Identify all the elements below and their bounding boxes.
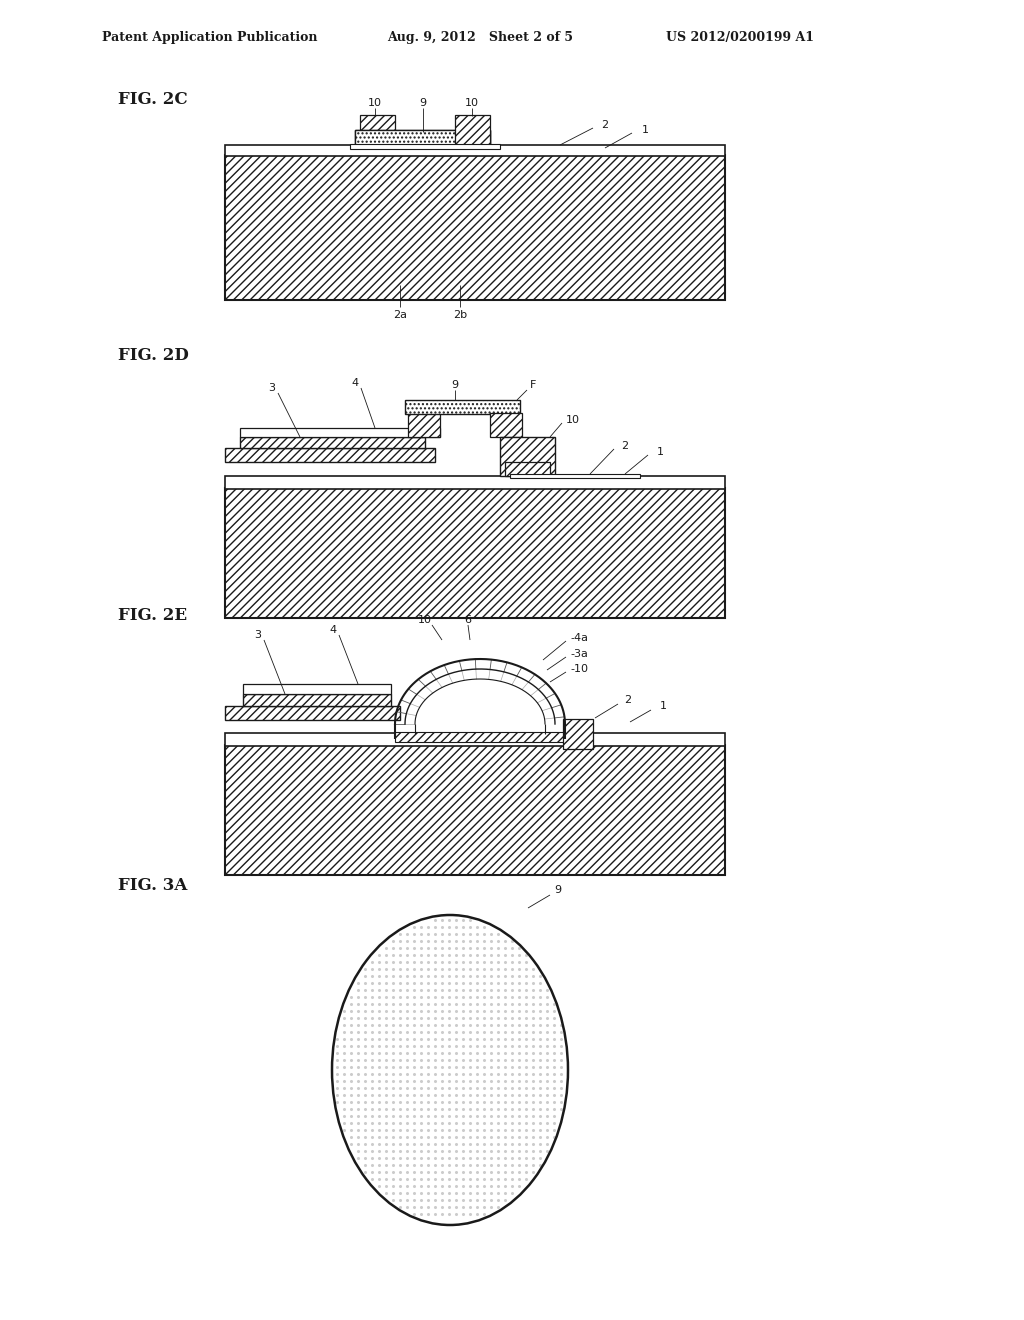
Text: 3: 3 [268,383,275,393]
Text: -4a: -4a [570,634,588,643]
Bar [225,447,435,462]
Text: 2: 2 [625,696,632,705]
Bar [225,744,725,875]
Bar [225,154,725,300]
Bar [243,694,391,706]
Bar [240,437,425,447]
Bar [225,706,400,719]
Bar [240,428,440,437]
Text: -10: -10 [570,664,588,675]
Bar [225,733,725,746]
Text: 2a: 2a [393,310,407,319]
Bar [243,684,391,694]
Text: Patent Application Publication: Patent Application Publication [102,32,317,45]
Bar [455,115,490,145]
Bar [360,115,395,145]
Bar [505,462,550,477]
Text: FIG. 3A: FIG. 3A [118,876,187,894]
Text: 10: 10 [465,98,479,108]
Text: FIG. 2C: FIG. 2C [118,91,187,108]
Bar [225,145,725,156]
Bar [350,144,500,149]
Bar [500,437,555,477]
Bar [563,719,593,748]
Bar [510,474,640,478]
Text: 4: 4 [330,624,337,635]
Text: -3a: -3a [570,649,588,659]
Bar [225,488,725,618]
Text: 10: 10 [368,98,382,108]
Bar [490,413,522,437]
Text: 10: 10 [566,414,580,425]
Text: 2b: 2b [453,310,467,319]
Text: 1: 1 [641,125,648,135]
Text: 4: 4 [351,378,358,388]
Text: Aug. 9, 2012   Sheet 2 of 5: Aug. 9, 2012 Sheet 2 of 5 [387,32,573,45]
Text: FIG. 2E: FIG. 2E [118,606,187,623]
Text: 1: 1 [656,447,664,457]
Text: 6: 6 [465,615,471,624]
Text: US 2012/0200199 A1: US 2012/0200199 A1 [666,32,814,45]
Bar [355,129,490,147]
Text: 2: 2 [622,441,629,451]
Text: 9: 9 [420,98,427,108]
Text: 1: 1 [659,701,667,711]
Text: F: F [529,380,537,389]
Bar [408,413,440,437]
Bar [395,733,565,742]
Text: 9: 9 [452,380,459,389]
Text: 3: 3 [255,630,261,640]
Text: 2: 2 [601,120,608,129]
Bar [406,400,520,414]
Bar [355,129,490,147]
Text: FIG. 2D: FIG. 2D [118,346,188,363]
Bar [225,477,725,488]
Text: 10: 10 [418,615,432,624]
Text: 9: 9 [554,884,561,895]
